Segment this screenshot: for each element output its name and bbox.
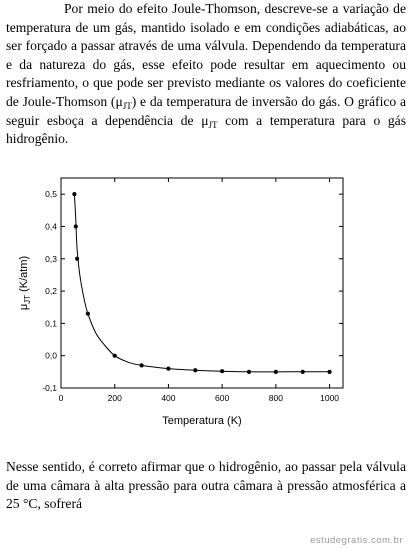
x-tick-label: 400: [161, 393, 175, 403]
y-tick-label: 0,5: [45, 189, 57, 199]
y-tick-label: 0,0: [45, 351, 57, 361]
intro-paragraph: Por meio do efeito Joule-Thomson, descre…: [6, 0, 406, 149]
data-point: [327, 369, 332, 374]
intro-text-1: Por meio do efeito Joule-Thomson, descre…: [6, 1, 406, 109]
intro-subscript-1: JT: [122, 100, 132, 111]
x-tick-label: 0: [59, 393, 64, 403]
x-tick-label: 600: [215, 393, 229, 403]
x-tick-label: 1000: [320, 393, 339, 403]
data-point: [112, 353, 117, 358]
data-point: [75, 256, 80, 261]
y-axis-title-symbol: μ: [18, 304, 30, 310]
fit-curve: [73, 194, 330, 373]
intro-subscript-2: JT: [208, 119, 218, 130]
data-points: [72, 192, 332, 374]
y-axis-title: μJT (K/atm): [18, 256, 32, 310]
y-tick-label: 0,3: [45, 254, 57, 264]
plot-frame: [60, 177, 344, 389]
data-point: [166, 366, 171, 371]
intro-text-3: com a temperatura para o gás hidrogênio.: [6, 112, 407, 147]
data-point: [246, 369, 252, 374]
joule-thomson-chart: 0 200 400 600 800 1000 -0,1 0,0 0,1 0,2 0,3 0,4 0,5…: [18, 177, 344, 427]
closing-paragraph: Nesse sentido, é correto afirmar que o h…: [6, 459, 406, 512]
data-point: [300, 369, 305, 374]
data-point: [73, 224, 78, 229]
data-point: [273, 369, 278, 374]
y-axis-title-unit: (K/atm): [18, 256, 30, 295]
x-axis-ticks: 0 200 400 600 800 1000: [59, 178, 339, 403]
site-watermark: estudegratis.com.br: [310, 535, 403, 546]
y-axis-title-subscript: JT: [23, 295, 32, 304]
data-point: [72, 192, 77, 197]
x-tick-label: 800: [269, 393, 283, 403]
x-axis-title: Temperatura (K): [162, 415, 241, 427]
data-point: [193, 368, 198, 373]
intro-text-2: ) e da temperatura de inversão do gás. O…: [6, 93, 406, 128]
data-point: [139, 363, 144, 368]
y-axis-ticks: -0,1 0,0 0,1 0,2 0,3 0,4 0,5: [42, 189, 343, 393]
y-tick-label: -0,1: [42, 383, 57, 393]
y-tick-label: 0,1: [45, 318, 57, 328]
data-point: [85, 311, 90, 316]
data-point: [220, 369, 225, 374]
y-tick-label: 0,4: [45, 221, 57, 231]
y-tick-label: 0,2: [45, 286, 57, 296]
x-tick-label: 200: [108, 393, 122, 403]
